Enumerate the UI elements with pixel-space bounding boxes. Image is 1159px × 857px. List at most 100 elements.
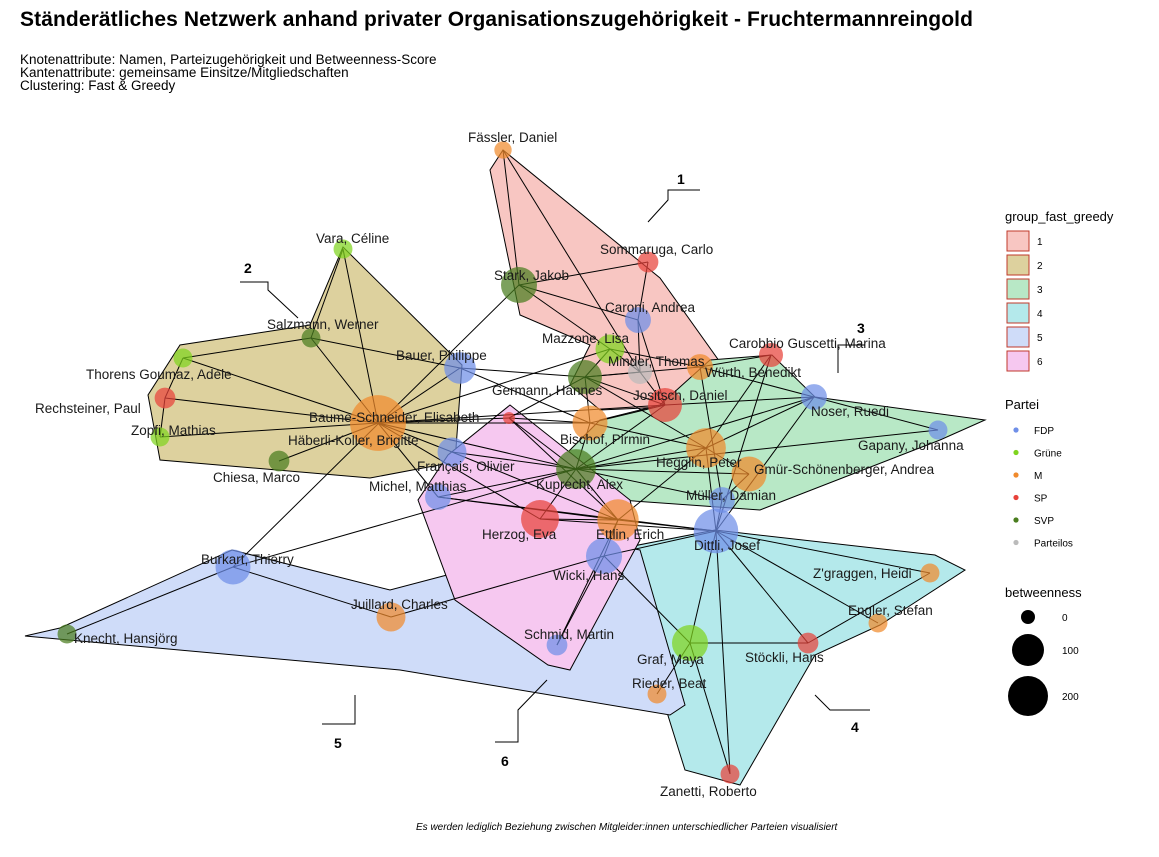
node-label-francais-olivier: Français, Olivier xyxy=(417,459,515,474)
node-graf-maya[interactable] xyxy=(671,624,709,662)
edge-31 xyxy=(459,367,586,378)
node-noser-ruedi[interactable] xyxy=(801,384,827,410)
edge-88 xyxy=(689,642,731,775)
node-kuprecht-alex[interactable] xyxy=(556,449,596,489)
node-label-vara-celine: Vara, Céline xyxy=(316,231,389,246)
edge-20 xyxy=(664,396,815,406)
node-rechsteiner-paul[interactable] xyxy=(154,387,176,409)
legend-group-swatch-3 xyxy=(1006,278,1030,300)
legend-group-label-6: 6 xyxy=(1037,357,1043,368)
edge-68 xyxy=(705,396,815,449)
node-haberli-koller-brigitte[interactable] xyxy=(350,395,406,451)
edge-48 xyxy=(451,451,577,470)
node-gmur-schonenberger-andrea[interactable] xyxy=(731,456,767,492)
legend-party-dot-svp xyxy=(1013,517,1019,523)
node-vara-celine[interactable] xyxy=(333,239,353,259)
node-caroni-andrea[interactable] xyxy=(625,307,651,333)
node-chiesa-marco[interactable] xyxy=(268,450,290,472)
legend-party-label-fdp: FDP xyxy=(1034,426,1054,437)
plot-caption: Es werden lediglich Beziehung zwischen M… xyxy=(416,822,838,833)
node-bauer-philippe[interactable] xyxy=(444,352,476,384)
node-label-juillard-charles: Juillard, Charles xyxy=(351,597,448,612)
node-stockli-hans[interactable] xyxy=(797,632,819,654)
callout-group-5: 5 xyxy=(322,695,356,751)
node-schmid-martin[interactable] xyxy=(546,634,568,656)
node-juillard-charles[interactable] xyxy=(376,602,406,632)
node-hegglin-peter[interactable] xyxy=(686,428,726,468)
legend: group_fast_greedy 1 2 3 4 5 6 Partei FDP Grüne… xyxy=(1005,209,1114,716)
edge-4 xyxy=(518,284,639,321)
callout-label-1: 1 xyxy=(677,171,685,187)
node-wurth-benedikt[interactable] xyxy=(687,354,713,380)
edge-64 xyxy=(575,468,750,475)
node-label-z-graggen-heidi: Z'graggen, Heidi xyxy=(813,566,912,581)
edge-93 xyxy=(232,468,577,568)
callout-group-3: 3 xyxy=(837,320,865,373)
node-salzmann-werner[interactable] xyxy=(301,328,321,348)
node-z-graggen-heidi[interactable] xyxy=(920,563,940,583)
node-francais-olivier[interactable] xyxy=(437,437,467,467)
legend-party-label-svp: SVP xyxy=(1034,516,1054,527)
node-minder-thomas[interactable] xyxy=(627,359,653,385)
node-label-jositsch-daniel: Jositsch, Daniel xyxy=(633,388,728,403)
legend-group-label-5: 5 xyxy=(1037,333,1043,344)
node-knecht-hansjorg[interactable] xyxy=(57,624,77,644)
node-jositsch-daniel[interactable] xyxy=(648,388,682,422)
edge-81 xyxy=(715,530,879,624)
node-label-gmur-schonenberger-andrea: Gmür-Schönenberger, Andrea xyxy=(754,462,935,477)
node-zanetti-roberto[interactable] xyxy=(720,764,740,784)
edge-63 xyxy=(575,447,707,470)
edge-76 xyxy=(813,396,939,431)
edge-72 xyxy=(699,366,815,398)
node-carobbio-guscetti-marina[interactable] xyxy=(758,342,784,368)
legend-betweenness-label-100: 100 xyxy=(1062,646,1079,657)
edge-84 xyxy=(715,530,731,775)
legend-betweenness-label-0: 0 xyxy=(1062,613,1068,624)
node-wicki-hans[interactable] xyxy=(585,537,623,575)
node-muller-damian[interactable] xyxy=(709,487,735,513)
node-herzog-eva[interactable] xyxy=(521,500,559,538)
callout-label-6: 6 xyxy=(501,753,509,769)
edge-94 xyxy=(807,572,931,644)
edge-42 xyxy=(377,422,541,520)
edge-77 xyxy=(715,396,815,532)
node-michel-matthias[interactable] xyxy=(425,484,451,510)
node-baume-schneider-elisabeth[interactable] xyxy=(503,412,515,424)
node-rieder-beat[interactable] xyxy=(647,684,667,704)
label-layer: Fässler, Daniel Sommaruga, Carlo Stark, Ja… xyxy=(35,130,964,799)
node-fassler-daniel[interactable] xyxy=(494,141,512,159)
node-label-burkart-thierry: Burkart, Thierry xyxy=(201,552,294,567)
legend-party-title: Partei xyxy=(1005,397,1039,412)
plot-title: Ständerätliches Netzwerk anhand privater… xyxy=(20,8,974,31)
legend-betweenness-dot-100 xyxy=(1012,634,1044,666)
node-label-wurth-benedikt: Würth, Benedikt xyxy=(705,365,801,380)
edge-35 xyxy=(164,397,379,424)
node-burkart-thierry[interactable] xyxy=(215,549,251,585)
legend-party-label-grune: Grüne xyxy=(1034,449,1062,460)
edge-90 xyxy=(390,555,605,618)
node-stark-jakob[interactable] xyxy=(500,266,538,304)
node-bischof-pirmin[interactable] xyxy=(572,405,608,441)
node-zopfi-mathias[interactable] xyxy=(150,427,170,447)
node-engler-stefan[interactable] xyxy=(868,613,888,633)
edge-44 xyxy=(377,348,611,424)
node-label-kuprecht-alex: Kuprecht, Alex xyxy=(536,477,623,492)
legend-group-label-4: 4 xyxy=(1037,309,1043,320)
legend-group-label-1: 1 xyxy=(1037,237,1043,248)
node-ettlin-erich[interactable] xyxy=(597,499,639,541)
node-dittli-josef[interactable] xyxy=(693,508,739,554)
legend-party-dot-m xyxy=(1013,472,1019,478)
edge-32 xyxy=(459,367,591,424)
node-label-engler-stefan: Engler, Stefan xyxy=(848,603,933,618)
node-thorens-goumaz-adele[interactable] xyxy=(173,348,193,368)
node-label-germann-hannes: Germann, Hannes xyxy=(492,383,603,398)
edge-80 xyxy=(715,530,931,574)
legend-group-title: group_fast_greedy xyxy=(1005,209,1114,224)
legend-group-label-3: 3 xyxy=(1037,285,1043,296)
node-gapany-johanna[interactable] xyxy=(928,420,948,440)
node-label-michel-matthias: Michel, Matthias xyxy=(369,479,467,494)
node-sommaruga-carlo[interactable] xyxy=(637,251,659,273)
node-mazzone-lisa[interactable] xyxy=(595,334,625,364)
node-germann-hannes[interactable] xyxy=(568,360,602,394)
